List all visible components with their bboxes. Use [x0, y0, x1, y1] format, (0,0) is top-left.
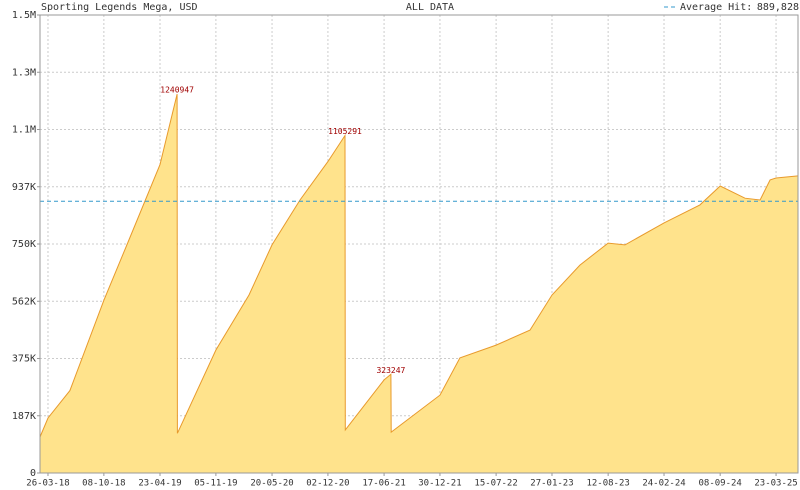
x-tick-label: 23-03-25	[754, 479, 797, 489]
y-tick-label: 937K	[12, 182, 36, 193]
x-tick-label: 15-07-22	[474, 479, 517, 489]
x-tick-label: 12-08-23	[586, 479, 629, 489]
x-tick-label: 02-12-20	[306, 479, 349, 489]
y-tick-label: 187K	[12, 411, 36, 422]
x-tick-label: 08-09-24	[698, 479, 741, 489]
x-tick-label: 30-12-21	[418, 479, 461, 489]
y-tick-label: 1.3M	[12, 67, 36, 78]
y-tick-label: 0	[30, 468, 36, 479]
x-tick-label: 24-02-24	[642, 479, 685, 489]
x-tick-label: 08-10-18	[82, 479, 125, 489]
y-tick-label: 750K	[12, 239, 36, 250]
legend-value: 889,828	[757, 2, 799, 13]
x-tick-label: 27-01-23	[530, 479, 573, 489]
line	[39, 93, 799, 438]
data-label: 1240947	[160, 86, 194, 95]
area	[40, 94, 798, 473]
x-tick-label: 05-11-19	[194, 479, 237, 489]
data-label: 323247	[376, 366, 405, 375]
y-tick-label: 1.1M	[12, 125, 36, 136]
x-tick-label: 23-04-19	[138, 479, 181, 489]
legend-label: Average Hit:	[680, 2, 752, 13]
chart-title: Sporting Legends Mega, USD	[41, 2, 198, 13]
chart-subtitle: ALL DATA	[406, 2, 454, 13]
y-tick-label: 562K	[12, 296, 36, 307]
plot-border	[39, 14, 799, 474]
y-tick-label: 1.5M	[12, 10, 36, 21]
x-tick-label: 26-03-18	[26, 479, 69, 489]
x-tick-label: 17-06-21	[362, 479, 405, 489]
data-label: 1105291	[328, 127, 362, 136]
x-tick-label: 20-05-20	[250, 479, 293, 489]
y-tick-label: 375K	[12, 354, 36, 365]
